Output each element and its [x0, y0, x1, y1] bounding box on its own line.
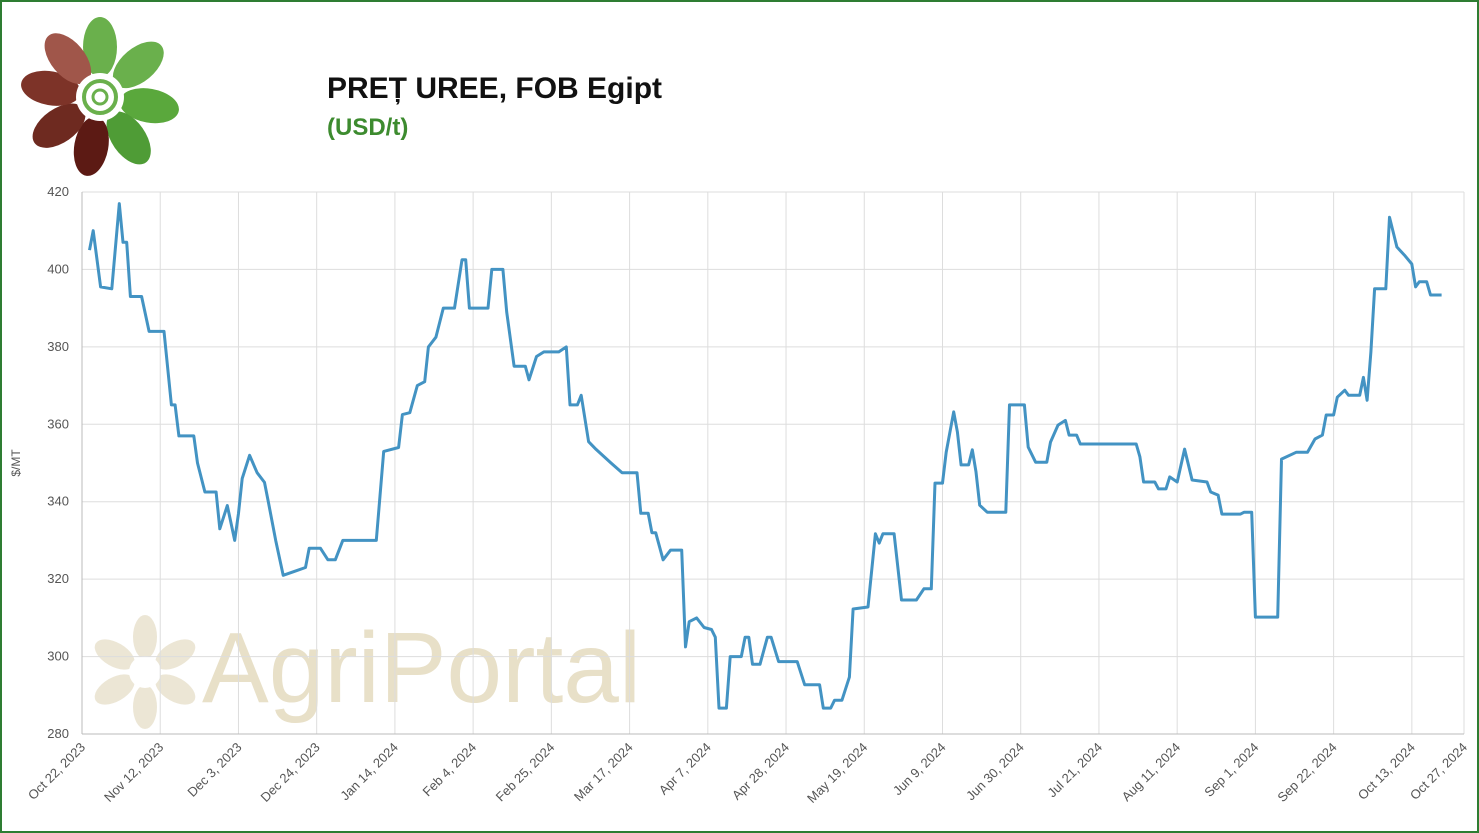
y-tick-label: 300	[47, 649, 69, 664]
x-tick-label: Sep 22, 2024	[1274, 740, 1339, 805]
data-line	[88, 202, 1442, 710]
x-tick-label: Apr 7, 2024	[656, 740, 714, 798]
chart-title: PREȚ UREE, FOB Egipt	[327, 72, 662, 105]
x-tick-label: Feb 25, 2024	[493, 740, 558, 805]
chart-subtitle: (USD/t)	[327, 114, 408, 141]
x-tick-label: Aug 11, 2024	[1119, 740, 1184, 805]
x-tick-label: Sep 1, 2024	[1201, 740, 1261, 800]
x-tick-label: Dec 24, 2023	[258, 740, 323, 805]
logo	[21, 17, 179, 176]
y-tick-label: 280	[47, 726, 69, 741]
x-tick-label: Apr 28, 2024	[729, 740, 792, 803]
x-tick-label: Jul 21, 2024	[1044, 740, 1105, 801]
x-tick-label: Feb 4, 2024	[420, 740, 480, 800]
y-axis-label: $/MT	[9, 449, 23, 477]
watermark-logo	[94, 615, 196, 729]
y-tick-label: 400	[47, 261, 69, 276]
x-tick-label: Nov 12, 2023	[101, 740, 166, 805]
x-tick-label: Oct 22, 2023	[25, 740, 88, 803]
x-tick-label: Dec 3, 2023	[184, 740, 244, 800]
y-tick-label: 340	[47, 494, 69, 509]
x-tick-label: May 19, 2024	[804, 740, 870, 806]
y-tick-label: 380	[47, 339, 69, 354]
y-tick-label: 320	[47, 571, 69, 586]
watermark: AgriPortal	[202, 612, 641, 724]
x-tick-label: Jun 9, 2024	[890, 740, 949, 799]
x-tick-label: Mar 17, 2024	[571, 740, 636, 805]
x-tick-label: Jan 14, 2024	[337, 740, 401, 804]
x-tick-label: Jun 30, 2024	[963, 740, 1027, 804]
y-tick-label: 360	[47, 416, 69, 431]
y-tick-label: 420	[47, 184, 69, 199]
